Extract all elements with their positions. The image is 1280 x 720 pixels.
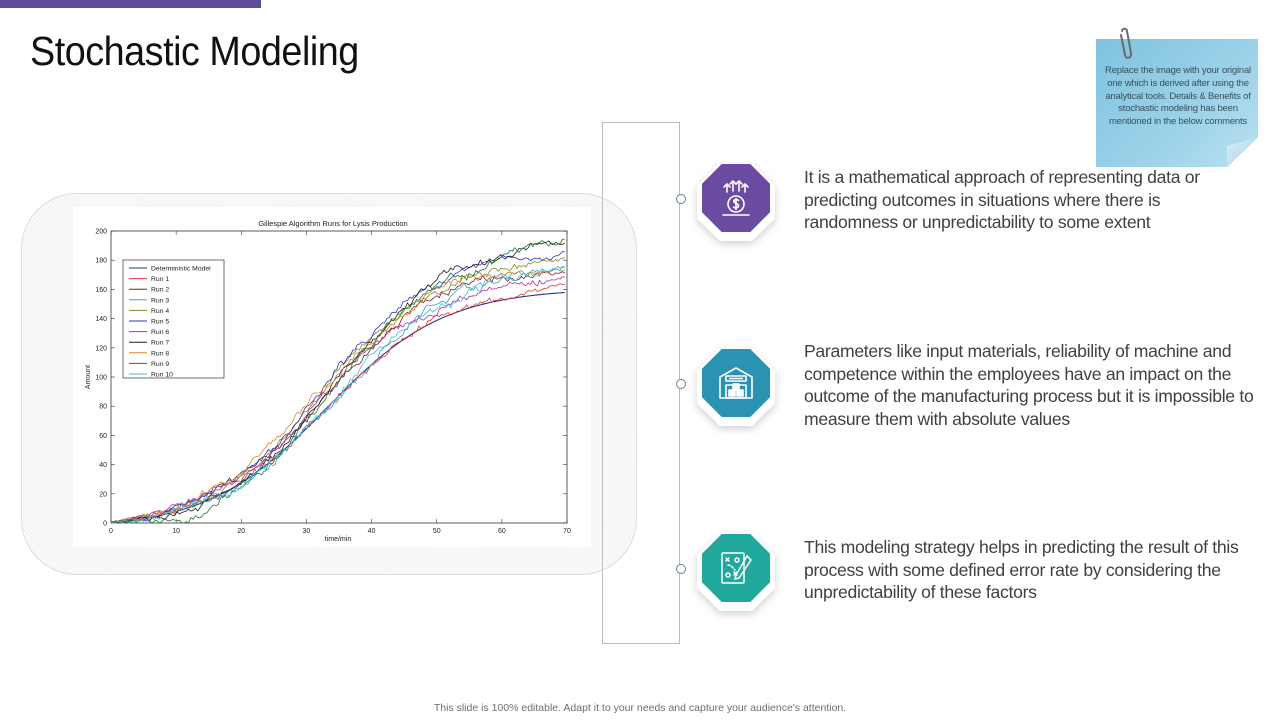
legend-label: Run 1 [151,276,169,283]
dollar-growth-icon [722,179,750,216]
paperclip-icon [1120,27,1133,59]
timeline-dot-3 [676,564,686,574]
series-line-10 [110,266,565,524]
legend-label: Run 6 [151,329,169,336]
slide-title[interactable]: Stochastic Modeling [30,28,359,74]
x-tick-label: 10 [172,528,180,535]
x-tick-label: 30 [303,528,311,535]
point-3-text[interactable]: This modeling strategy helps in predicti… [804,537,1239,602]
chart-legend-box [122,259,225,379]
x-tick-label: 60 [498,528,506,535]
point-1-text[interactable]: It is a mathematical approach of represe… [804,167,1200,232]
legend-label: Run 8 [151,350,169,357]
sticky-note-text[interactable]: Replace the image with your original one… [1105,65,1251,128]
chart-ylabel: Amount [85,365,92,389]
warehouse-icon [719,367,753,399]
legend-label: Run 9 [151,361,169,368]
top-accent-bar [0,0,261,8]
timeline-dot-2 [676,379,686,389]
y-tick-label: 160 [95,287,107,294]
x-tick-label: 70 [563,528,571,535]
x-tick-label: 0 [109,528,113,535]
legend-label: Run 10 [151,372,173,379]
point-3-icon-badge [696,532,776,614]
footer-text: This slide is 100% editable. Adapt it to… [433,702,847,714]
y-tick-label: 80 [99,404,107,411]
legend-label: Run 4 [151,308,169,315]
series-line-3 [110,265,565,524]
point-1-icon-bg [702,164,770,232]
legend-label: Run 7 [151,340,169,347]
y-tick-label: 180 [95,258,107,265]
legend-label: Deterministic Model [151,266,211,273]
y-tick-label: 100 [95,375,107,382]
chart-title: Gillespie Algorithm Runs for Lysis Produ… [258,219,407,228]
y-tick-label: 140 [95,316,107,323]
point-3-icon-bg [702,534,770,602]
point-2-text[interactable]: Parameters like input materials, reliabi… [804,341,1254,429]
y-tick-label: 20 [99,491,107,498]
x-tick-label: 20 [237,528,245,535]
point-2-icon-badge [696,347,776,429]
x-tick-label: 40 [368,528,376,535]
legend-label: Run 2 [151,287,169,294]
series-line-6 [110,276,565,524]
chart-image[interactable]: Gillespie Algorithm Runs for Lysis Produ… [73,207,591,547]
timeline-dot-1 [676,194,686,204]
chart-xlabel: time/min [325,536,352,543]
y-tick-label: 0 [103,521,107,528]
timeline-connector [602,122,680,644]
point-2-icon-bg [702,349,770,417]
legend-label: Run 5 [151,319,169,326]
y-tick-label: 120 [95,345,107,352]
y-tick-label: 40 [99,462,107,469]
y-tick-label: 60 [99,433,107,440]
stochastic-runs-chart: Gillespie Algorithm Runs for Lysis Produ… [85,219,571,543]
point-1-icon-badge [696,162,776,244]
strategy-board-icon [721,552,752,584]
x-tick-label: 50 [433,528,441,535]
y-tick-label: 200 [95,229,107,236]
series-line-7 [110,240,565,524]
legend-label: Run 3 [151,297,169,304]
series-line-9 [110,238,565,524]
